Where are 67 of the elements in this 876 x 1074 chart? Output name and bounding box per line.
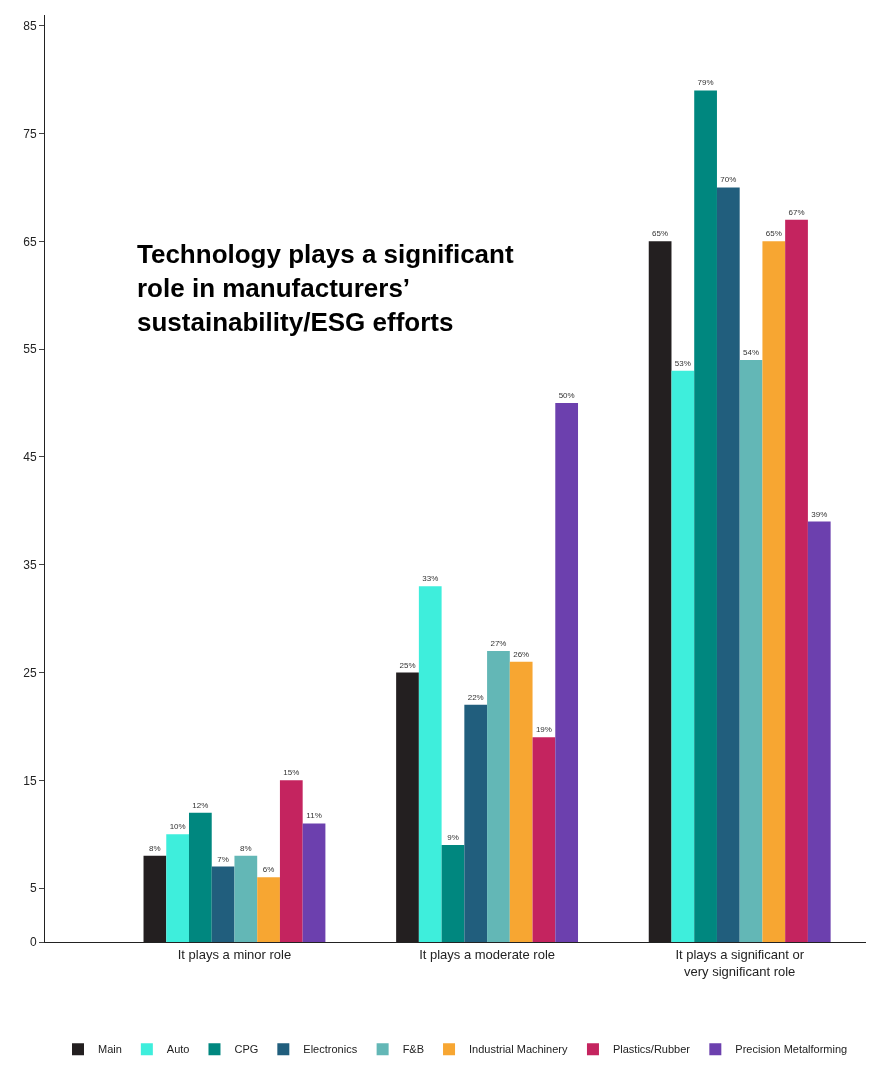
text: Technology plays a significant role in manufacturers’ sustainability/ESG efforts — [137, 239, 514, 337]
bar — [211, 866, 235, 942]
bar — [509, 661, 533, 942]
x-tick-label: It plays a significant or very significant role — [675, 946, 805, 979]
bar — [532, 737, 556, 942]
data-label: 79% — [697, 78, 714, 88]
legend-label: Auto — [166, 1043, 190, 1056]
bar — [418, 586, 442, 942]
bar — [188, 812, 212, 942]
data-label: 11% — [306, 811, 322, 821]
bar — [694, 90, 717, 942]
data-label: 39% — [811, 509, 828, 519]
data-label: 7% — [217, 854, 229, 864]
bar — [234, 855, 258, 942]
data-label: 67% — [788, 207, 805, 217]
y-tick-label: 55 — [23, 342, 37, 357]
bar — [739, 359, 763, 942]
bar — [671, 370, 695, 942]
data-label: 12% — [192, 800, 209, 810]
data-label: 65% — [652, 229, 669, 239]
y-tick-label: 65 — [23, 234, 37, 249]
legend-label: Electronics — [303, 1043, 358, 1056]
bar — [716, 187, 740, 942]
data-label: 26% — [513, 649, 530, 659]
bar — [302, 823, 326, 942]
data-label: 50% — [558, 391, 575, 401]
data-label: 53% — [674, 358, 691, 368]
bar — [762, 241, 786, 942]
x-tick-label: It plays a moderate role — [419, 946, 556, 962]
y-tick-label: 25 — [23, 665, 37, 680]
y-tick-label: 45 — [23, 450, 37, 465]
bar — [441, 844, 465, 942]
y-tick-label: 35 — [23, 557, 37, 572]
y-tick-label: 0 — [29, 935, 37, 950]
bar — [487, 650, 510, 942]
bar — [166, 834, 189, 942]
bar — [257, 877, 280, 942]
legend-label: Industrial Machinery — [469, 1043, 568, 1056]
data-label: 19% — [535, 725, 552, 735]
data-label: 65% — [765, 229, 782, 239]
bar — [279, 780, 303, 942]
y-tick-label: 85 — [23, 18, 37, 33]
data-label: 70% — [720, 175, 737, 185]
y-tick-label: 15 — [23, 773, 37, 788]
data-label: 15% — [283, 768, 300, 778]
data-label: 22% — [467, 692, 484, 702]
data-label: 33% — [422, 574, 439, 584]
data-label: 10% — [169, 822, 186, 832]
bar — [555, 403, 579, 942]
data-label: 27% — [490, 638, 507, 648]
data-label: 8% — [149, 843, 161, 853]
bar — [464, 704, 488, 942]
data-label: 54% — [743, 347, 760, 357]
y-tick-label: 75 — [23, 126, 37, 141]
data-label: 8% — [240, 843, 252, 853]
data-label: 25% — [399, 660, 416, 670]
legend-label: F&B — [402, 1043, 425, 1056]
legend-label: Precision Metalforming — [735, 1043, 848, 1056]
data-label: 6% — [262, 865, 275, 875]
x-tick-label: It plays a minor role — [177, 946, 292, 962]
bar — [807, 521, 831, 942]
bar — [785, 219, 808, 942]
legend-label: Plastics/Rubber — [612, 1043, 691, 1056]
legend-label: Main — [98, 1043, 122, 1056]
data-label: 9% — [447, 832, 459, 842]
y-tick-label: 5 — [29, 881, 37, 896]
legend-label: CPG — [234, 1043, 259, 1056]
